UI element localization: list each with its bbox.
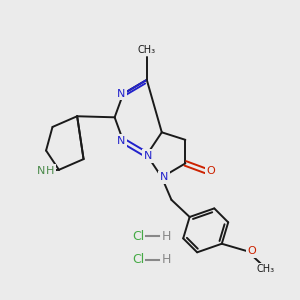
- Text: H: H: [46, 166, 55, 176]
- Text: N: N: [144, 151, 152, 161]
- Text: O: O: [207, 166, 215, 176]
- Text: Cl: Cl: [132, 230, 145, 243]
- Text: N: N: [160, 172, 168, 182]
- Text: CH₃: CH₃: [257, 265, 275, 275]
- Text: H: H: [162, 253, 171, 266]
- Text: H: H: [162, 230, 171, 243]
- Text: N: N: [37, 166, 45, 176]
- Text: O: O: [248, 246, 256, 256]
- Text: N: N: [117, 136, 125, 146]
- Text: CH₃: CH₃: [138, 45, 156, 55]
- Text: Cl: Cl: [132, 253, 145, 266]
- Text: N: N: [117, 89, 125, 99]
